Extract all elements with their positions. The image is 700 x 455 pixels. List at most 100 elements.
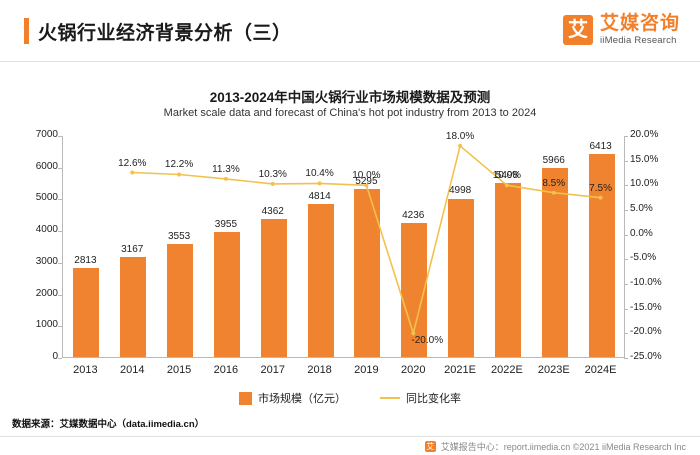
y-axis-left-tick <box>58 294 62 296</box>
page-header: 火锅行业经济背景分析（三） 艾 艾媒咨询 iiMedia Research <box>0 0 700 62</box>
bar-value-label: 5295 <box>355 176 378 188</box>
y-axis-right-tick <box>624 185 628 187</box>
footer-brand-icon: 艾 <box>424 440 436 452</box>
y-axis-left-tick-label: 2000 <box>35 287 58 299</box>
bar <box>494 182 521 357</box>
legend-label-line: 同比变化率 <box>406 393 461 405</box>
y-axis-left-tick-label: 1000 <box>35 319 58 331</box>
brand-text: 艾媒咨询 iiMedia Research <box>600 14 680 46</box>
chart-legend: 市场规模（亿元） 同比变化率 <box>0 390 700 406</box>
legend-swatch-icon <box>239 391 252 405</box>
y-axis-right-tick-label: -25.0% <box>630 351 662 362</box>
x-axis-tick-label: 2020 <box>401 364 426 376</box>
y-axis-right-tick <box>624 333 628 335</box>
line-point-label: 8.5% <box>542 177 566 189</box>
legend-line-icon <box>380 397 400 399</box>
y-axis-right-tick-label: -10.0% <box>630 277 662 288</box>
y-axis-left-tick-label: 6000 <box>35 160 58 172</box>
y-axis-left-tick <box>58 262 62 264</box>
line-point-label: 11.3% <box>212 163 240 175</box>
bar-value-label: 4236 <box>402 209 425 221</box>
x-axis-tick-label: 2022E <box>491 364 523 376</box>
x-axis-tick-label: 2015 <box>166 364 192 376</box>
y-axis-right-tick-label: 10.0% <box>630 178 659 190</box>
legend-item-line: 同比变化率 <box>380 390 461 406</box>
line-point-label: 12.2% <box>164 159 194 171</box>
footer-text: 艾媒报告中心：report.iimedia.cn ©2021 iiMedia R… <box>440 441 686 452</box>
line-point-label: 10.3% <box>258 168 287 180</box>
legend-item-bar: 市场规模（亿元） <box>239 390 346 406</box>
x-axis-tick-label: 2016 <box>213 364 239 376</box>
x-axis-tick-label: 2023E <box>537 364 570 376</box>
y-axis-right-tick <box>624 234 628 236</box>
y-axis-right-tick <box>624 160 628 162</box>
y-axis-right-tick-label: 0.0% <box>630 227 653 239</box>
bar <box>213 231 240 357</box>
y-axis-left-tick <box>58 358 62 359</box>
brand-name-cn: 艾媒咨询 <box>599 13 680 34</box>
y-axis-right-tick-label: -15.0% <box>630 301 662 313</box>
line-point-label: 10.0% <box>352 170 381 182</box>
bar <box>73 267 100 357</box>
brand-name-en: iiMedia Research <box>599 34 677 46</box>
legend-label-bar: 市场规模（亿元） <box>258 393 346 405</box>
y-axis-right-tick <box>624 358 628 359</box>
y-axis-right-tick <box>624 284 628 285</box>
bar-value-label: 5966 <box>542 154 565 166</box>
line-point-label: 10.0% <box>492 170 522 182</box>
bar-value-label: 4814 <box>308 191 331 203</box>
x-axis-tick-label: 2024E <box>584 364 617 376</box>
page-title: 火锅行业经济背景分析（三） <box>38 23 292 44</box>
x-axis-tick-label: 2018 <box>307 364 332 376</box>
y-axis-right-tick <box>624 259 628 261</box>
line-point-label: -20.0% <box>411 335 444 347</box>
y-axis-right-tick-label: -5.0% <box>630 252 657 264</box>
y-axis-right-tick-label: 20.0% <box>630 129 659 140</box>
bar <box>588 153 615 357</box>
line-point-label: 7.5% <box>589 182 612 194</box>
y-axis-left-tick-label: 0 <box>52 351 58 362</box>
trend-line-series <box>130 143 603 358</box>
line-point-label: 12.6% <box>118 157 147 169</box>
brand-mark-icon: 艾 <box>562 14 593 45</box>
y-axis-left-tick-label: 5000 <box>35 192 58 204</box>
right-axis-line <box>624 136 625 358</box>
y-axis-right-tick <box>624 136 628 137</box>
y-axis-left-tick <box>58 231 62 233</box>
x-axis-tick-label: 2017 <box>260 364 285 376</box>
y-axis-left-tick <box>58 136 62 137</box>
y-axis-left-tick-label: 7000 <box>35 129 58 140</box>
y-axis-left-tick-label: 3000 <box>35 255 58 267</box>
x-axis-tick-label: 2013 <box>73 364 98 376</box>
bar <box>120 256 147 357</box>
x-axis-tick-label: 2019 <box>354 364 379 376</box>
y-axis-left-tick <box>58 326 62 328</box>
x-axis-tick-label: 2021E <box>444 364 476 376</box>
brand-logo: 艾 艾媒咨询 iiMedia Research <box>562 14 680 46</box>
y-axis-right-tick-label: 5.0% <box>630 203 653 214</box>
bar-value-label: 6413 <box>589 140 612 152</box>
line-point-label: 18.0% <box>445 130 475 142</box>
bar-value-label: 3955 <box>214 218 238 230</box>
bar-value-label: 5498 <box>495 169 519 181</box>
page-footer: 艾 艾媒报告中心：report.iimedia.cn ©2021 iiMedia… <box>0 436 700 455</box>
y-axis-right-tick-label: 15.0% <box>630 153 659 165</box>
x-axis-tick-label: 2014 <box>120 364 145 376</box>
bar-value-label: 2813 <box>74 254 97 266</box>
y-axis-left-tick <box>58 167 62 169</box>
y-axis-right-tick-label: -20.0% <box>630 326 662 338</box>
y-axis-right-tick <box>624 308 628 310</box>
plot-area: 0 1000 2000 3000 4000 5000 6000 7000 -25.0% -20.0… <box>0 128 700 376</box>
y-axis-left-tick <box>58 199 62 201</box>
bar <box>167 244 194 357</box>
data-source-note: 数据来源：艾媒数据中心（data.iimedia.cn） <box>12 419 205 430</box>
bar <box>541 167 568 357</box>
plot-canvas <box>62 136 624 358</box>
line-point-label: 10.4% <box>305 168 334 180</box>
chart-subtitle: Market scale data and forecast of China'… <box>163 107 537 119</box>
bar <box>448 198 475 357</box>
bar-value-label: 4998 <box>448 185 472 197</box>
bar-value-label: 3553 <box>167 231 191 243</box>
y-axis-left-tick-label: 4000 <box>35 224 58 236</box>
